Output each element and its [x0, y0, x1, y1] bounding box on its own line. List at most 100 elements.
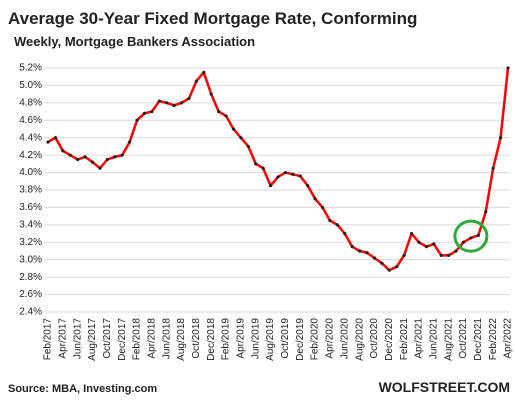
data-point — [343, 231, 347, 236]
data-point — [395, 265, 399, 269]
x-tick-label: Aug/2019 — [265, 318, 276, 361]
y-tick-label: 4.4% — [19, 132, 42, 143]
x-tick-label: Jun/2017 — [72, 318, 83, 360]
y-tick-label: 2.6% — [19, 289, 42, 300]
y-tick-label: 3.4% — [19, 219, 42, 230]
x-tick-label: Feb/2018 — [132, 318, 143, 361]
data-point — [506, 66, 510, 70]
chart-title: Average 30-Year Fixed Mortgage Rate, Con… — [8, 9, 417, 28]
data-point — [402, 253, 406, 257]
data-point — [372, 256, 377, 260]
y-tick-label: 3.8% — [19, 185, 42, 196]
data-point — [439, 253, 443, 257]
data-point — [491, 166, 495, 170]
data-point — [105, 157, 109, 162]
x-tick-label: Feb/2022 — [488, 318, 499, 361]
x-tick-label: Oct/2017 — [102, 318, 113, 359]
y-tick-label: 3.2% — [19, 237, 42, 248]
data-point — [461, 240, 466, 244]
data-point — [380, 261, 384, 265]
data-point — [254, 162, 258, 166]
data-point — [454, 249, 458, 253]
data-point — [276, 175, 280, 179]
data-line — [47, 67, 510, 272]
x-tick-label: Apr/2021 — [414, 318, 425, 359]
data-point — [128, 140, 132, 144]
data-point — [150, 109, 154, 114]
data-point — [142, 111, 147, 115]
brand: WOLFSTREET.COM — [379, 379, 510, 395]
data-point — [217, 109, 221, 114]
data-point — [476, 233, 480, 237]
x-tick-label: Dec/2019 — [295, 318, 306, 361]
x-tick-label: Aug/2017 — [87, 318, 98, 361]
data-point — [46, 140, 50, 144]
data-point — [306, 184, 310, 188]
data-point — [358, 249, 362, 253]
y-tick-label: 2.8% — [19, 272, 42, 283]
x-tick-label: Dec/2017 — [117, 318, 128, 361]
data-point — [83, 155, 87, 159]
data-point — [424, 245, 428, 249]
y-tick-label: 4.6% — [19, 115, 42, 126]
x-tick-label: Apr/2022 — [503, 318, 514, 359]
source: Source: MBA, Investing.com — [8, 383, 157, 395]
x-tick-label: Apr/2020 — [325, 318, 336, 359]
data-point — [313, 197, 317, 201]
x-tick-label: Dec/2021 — [473, 318, 484, 361]
data-point — [172, 103, 176, 108]
y-tick-label: 2.4% — [19, 307, 42, 318]
x-tick-label: Jun/2018 — [161, 318, 172, 360]
data-point — [447, 253, 451, 257]
data-point — [90, 160, 95, 164]
y-tick-label: 3.6% — [19, 202, 42, 213]
x-tick-label: Aug/2018 — [176, 318, 187, 361]
x-tick-label: Feb/2019 — [221, 318, 232, 361]
data-point — [320, 205, 325, 210]
data-point — [365, 251, 369, 255]
data-point — [350, 245, 354, 249]
x-tick-label: Aug/2020 — [354, 318, 365, 361]
x-tick-label: Jun/2019 — [250, 318, 261, 360]
data-point — [157, 99, 161, 103]
y-tick-label: 3.0% — [19, 254, 42, 265]
data-point — [246, 144, 250, 149]
data-point — [261, 166, 265, 170]
data-point — [268, 184, 273, 188]
x-tick-label: Aug/2021 — [443, 318, 454, 361]
data-point — [335, 223, 339, 227]
data-point — [76, 157, 80, 162]
data-point — [209, 92, 213, 96]
data-point — [179, 101, 184, 105]
x-tick-label: Apr/2019 — [236, 318, 247, 359]
y-tick-label: 4.2% — [19, 150, 42, 161]
data-point — [165, 101, 169, 105]
data-point — [484, 210, 488, 214]
data-point — [120, 153, 124, 157]
y-tick-label: 4.0% — [19, 167, 42, 178]
data-point — [328, 218, 332, 223]
x-tick-label: Oct/2021 — [458, 318, 469, 359]
x-tick-label: Jun/2021 — [428, 318, 439, 360]
x-tick-label: Oct/2019 — [280, 318, 291, 359]
data-point — [387, 268, 391, 272]
data-point — [417, 240, 421, 244]
data-point — [283, 170, 288, 175]
x-tick-label: Apr/2017 — [57, 318, 68, 359]
data-point — [187, 96, 191, 101]
data-point — [231, 127, 236, 131]
x-tick-label: Oct/2020 — [369, 318, 380, 359]
data-point — [409, 231, 414, 236]
data-point — [68, 153, 72, 157]
data-point — [135, 118, 139, 122]
x-tick-label: Dec/2018 — [206, 318, 217, 361]
data-point — [291, 172, 295, 176]
y-tick-label: 4.8% — [19, 97, 42, 108]
data-point — [432, 242, 436, 246]
data-point — [224, 114, 228, 118]
x-tick-label: Feb/2020 — [310, 318, 321, 361]
x-tick-label: Jun/2020 — [339, 318, 350, 360]
data-point — [194, 79, 198, 83]
y-tick-label: 5.2% — [19, 63, 42, 74]
